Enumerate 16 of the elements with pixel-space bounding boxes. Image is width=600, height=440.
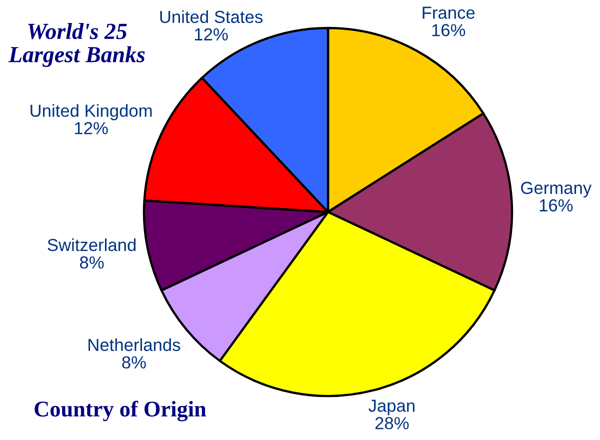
slice-label: Switzerland bbox=[48, 238, 136, 252]
slice-label: United States bbox=[160, 10, 263, 24]
data-label: 8% bbox=[122, 356, 146, 369]
data-label: 8% bbox=[80, 256, 104, 269]
slice-label: United Kingdom bbox=[30, 104, 152, 120]
data-label: 28% bbox=[375, 417, 409, 430]
slice-label: France bbox=[422, 6, 475, 19]
slice-label: Japan bbox=[368, 400, 414, 416]
slice-label: Germany bbox=[521, 182, 592, 198]
text: Country of Origin bbox=[34, 400, 206, 422]
data-label: 12% bbox=[194, 28, 228, 40]
data-label: 16% bbox=[432, 24, 466, 36]
text: World's 25 Largest Banks bbox=[8, 23, 145, 67]
data-label: 12% bbox=[74, 122, 108, 134]
slice-label: Netherlands bbox=[88, 338, 180, 352]
data-label: 16% bbox=[540, 199, 573, 212]
